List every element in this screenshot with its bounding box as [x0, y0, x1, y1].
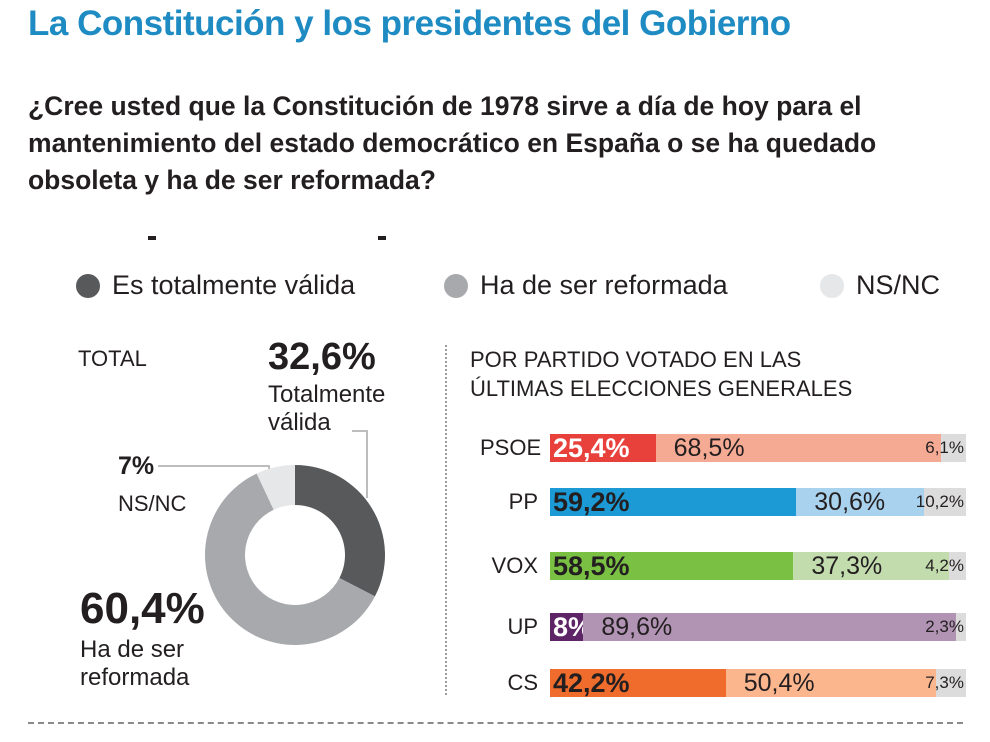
party-row-cs: CS 42,2% 50,4% 7,3% — [480, 668, 970, 698]
bar-value-label: 42,2% — [553, 668, 630, 698]
legend-swatch-gray-icon — [444, 273, 468, 298]
bar-value-label: 89,6% — [601, 613, 673, 641]
total-label: TOTAL — [78, 346, 147, 371]
leader-line — [366, 430, 368, 498]
bar-value-label: 25,4% — [553, 433, 630, 463]
bar-segment-nsnc: 7,3% — [925, 669, 966, 697]
party-row-vox: VOX 58,5% 37,3% 4,2% — [480, 551, 970, 581]
legend-item-valida: Es totalmente válida — [76, 270, 355, 301]
donut-slice-nsnc — [256, 465, 295, 510]
party-name: CS — [507, 670, 538, 695]
bar-track: 8% 89,6% 2,3% — [550, 613, 966, 641]
bar-segment-nsnc: 10,2% — [916, 488, 966, 516]
nsnc-percentage: 7% — [118, 452, 155, 480]
donut-slice-reformada — [205, 473, 375, 645]
bar-value-label: 7,3% — [925, 673, 964, 692]
bar-segment-valida: 25,4% — [550, 434, 656, 462]
bar-segment-reformada: 30,6% — [796, 488, 924, 516]
bar-segment-valida: 8% — [550, 613, 592, 641]
survey-question: ¿Cree usted que la Constitución de 1978 … — [28, 91, 877, 195]
leader-line — [352, 430, 368, 432]
bar-value-label: 2,3% — [925, 617, 964, 636]
party-name: PSOE — [480, 435, 542, 460]
section-divider — [445, 345, 447, 695]
bar-segment-valida: 59,2% — [550, 487, 797, 517]
bar-track: 42,2% 50,4% 7,3% — [550, 669, 966, 697]
bar-track: 58,5% 37,3% 4,2% — [550, 552, 966, 580]
bar-value-label: 10,2% — [915, 492, 964, 511]
cut-line-mark — [378, 236, 386, 240]
bottom-rule — [28, 722, 963, 724]
bar-value-label: 6,1% — [925, 438, 964, 457]
party-chart-heading-line: ÚLTIMAS ELECCIONES GENERALES — [470, 376, 853, 401]
party-chart-heading: POR PARTIDO VOTADO EN LAS ÚLTIMAS ELECCI… — [470, 345, 852, 403]
bar-track: 25,4% 68,5% 6,1% — [550, 434, 966, 462]
bar-value-label: 58,5% — [553, 551, 630, 581]
cut-line-mark — [148, 236, 156, 240]
donut-slice-valida — [295, 465, 385, 597]
reformada-label: Ha de ser reformada — [80, 636, 190, 691]
nsnc-label: NS/NC — [118, 491, 187, 516]
legend-item-reformada: Ha de ser reformada — [444, 270, 728, 301]
legend-item-nsnc: NS/NC — [820, 270, 940, 301]
bar-segment-reformada: 68,5% — [655, 434, 941, 462]
party-row-pp: PP 59,2% 30,6% 10,2% — [480, 487, 970, 517]
valida-percentage: 32,6% — [268, 336, 376, 378]
legend-swatch-dark-icon — [76, 273, 100, 298]
party-row-up: UP 8% 89,6% 2,3% — [480, 612, 970, 642]
valida-label: Totalmente válida — [268, 381, 386, 436]
bar-track: 59,2% 30,6% 10,2% — [550, 488, 966, 516]
bar-value-label: 68,5% — [673, 434, 745, 462]
legend-label: Ha de ser reformada — [480, 270, 728, 300]
party-row-psoe: PSOE 25,4% 68,5% 6,1% — [480, 433, 970, 463]
legend-label: NS/NC — [856, 270, 941, 300]
bar-segment-reformada: 37,3% — [793, 552, 949, 580]
bar-value-label: 37,3% — [811, 552, 883, 580]
legend-label: Es totalmente válida — [112, 270, 356, 300]
legend-swatch-light-icon — [820, 273, 844, 298]
party-chart-heading-line: POR PARTIDO VOTADO EN LAS — [470, 347, 802, 372]
bar-value-label: 4,2% — [925, 556, 964, 575]
leader-line — [158, 465, 270, 467]
party-name: UP — [507, 614, 538, 639]
legend: Es totalmente válida Ha de ser reformada… — [0, 270, 990, 310]
bar-value-label: 30,6% — [814, 488, 886, 516]
bar-segment-nsnc: 4,2% — [925, 552, 966, 580]
total-donut-chart — [205, 465, 385, 645]
bar-segment-valida: 42,2% — [550, 669, 726, 697]
party-name: VOX — [491, 553, 538, 578]
reformada-percentage: 60,4% — [80, 584, 205, 633]
bar-segment-nsnc: 2,3% — [925, 613, 966, 641]
infographic-title: La Constitución y los presidentes del Go… — [28, 4, 791, 43]
bar-segment-reformada: 89,6% — [583, 613, 957, 641]
bar-segment-valida: 58,5% — [550, 551, 794, 581]
party-name: PP — [508, 489, 538, 514]
bar-segment-nsnc: 6,1% — [925, 434, 966, 462]
bar-value-label: 50,4% — [743, 669, 815, 697]
bar-segment-reformada: 50,4% — [725, 669, 936, 697]
bar-value-label: 59,2% — [553, 487, 630, 517]
